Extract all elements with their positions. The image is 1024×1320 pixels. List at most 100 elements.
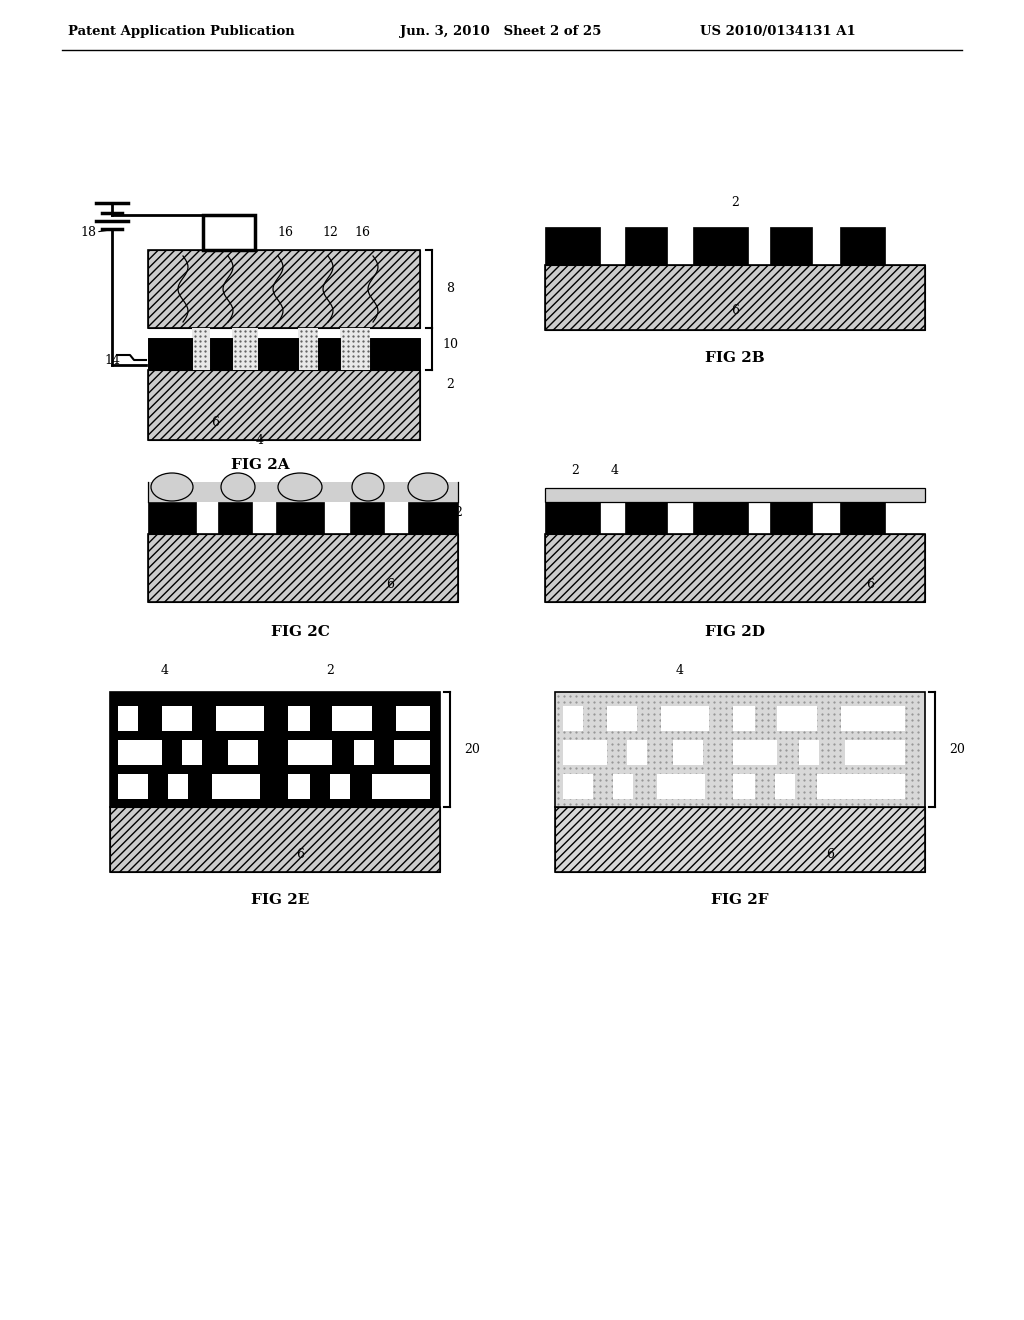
Bar [396, 706, 430, 731]
Bar [210, 338, 232, 370]
Bar [545, 227, 600, 265]
Ellipse shape [408, 473, 449, 502]
Text: 16: 16 [354, 226, 370, 239]
Bar [370, 338, 420, 370]
Text: 10: 10 [442, 338, 458, 351]
Bar [148, 338, 193, 370]
Bar [148, 535, 458, 602]
Bar [657, 774, 705, 799]
Bar [354, 741, 374, 766]
Bar [298, 327, 318, 370]
Bar [330, 774, 350, 799]
Bar [258, 338, 298, 370]
Bar [218, 502, 252, 535]
Bar [607, 706, 637, 731]
Bar [545, 535, 925, 602]
Bar [318, 338, 340, 370]
Text: 16: 16 [278, 226, 293, 239]
Bar [148, 249, 420, 327]
Bar [408, 502, 458, 535]
Text: FIG 2B: FIG 2B [706, 351, 765, 366]
Bar [110, 807, 440, 873]
Bar [733, 706, 755, 731]
Bar [545, 488, 925, 502]
Bar [545, 535, 925, 602]
Bar [555, 807, 925, 873]
Text: 12: 12 [323, 226, 338, 239]
Text: 6: 6 [296, 847, 304, 861]
Ellipse shape [221, 473, 255, 502]
Text: 4: 4 [256, 434, 264, 447]
Bar [258, 338, 298, 370]
Bar [118, 706, 138, 731]
Bar [232, 327, 258, 370]
Bar [110, 807, 440, 873]
Bar [613, 774, 633, 799]
Bar [228, 741, 258, 766]
Bar [212, 774, 260, 799]
Ellipse shape [278, 473, 322, 502]
Text: FIG 2E: FIG 2E [251, 894, 309, 907]
Bar [148, 370, 420, 440]
Bar [408, 482, 449, 502]
Text: 8: 8 [446, 282, 454, 296]
Bar [288, 741, 332, 766]
Text: 2: 2 [446, 379, 454, 392]
Bar [733, 741, 777, 766]
Text: 4: 4 [161, 664, 169, 676]
Bar [673, 741, 703, 766]
Bar [210, 338, 232, 370]
Text: US 2010/0134131 A1: US 2010/0134131 A1 [700, 25, 856, 38]
Text: Jun. 3, 2010   Sheet 2 of 25: Jun. 3, 2010 Sheet 2 of 25 [400, 25, 601, 38]
Bar [118, 774, 148, 799]
Bar [216, 706, 264, 731]
Bar [545, 265, 925, 330]
Bar [162, 706, 193, 731]
Bar [372, 774, 430, 799]
Bar [555, 807, 925, 873]
Bar [151, 482, 193, 502]
Text: FIG 2F: FIG 2F [712, 894, 769, 907]
Bar [350, 502, 384, 535]
Bar [799, 741, 819, 766]
Bar [352, 482, 384, 502]
Text: 6: 6 [386, 578, 394, 590]
Bar [203, 215, 255, 249]
Bar [288, 706, 310, 731]
Bar [278, 482, 322, 502]
Text: Patent Application Publication: Patent Application Publication [68, 25, 295, 38]
Text: 20: 20 [949, 743, 965, 756]
Text: FIG 2D: FIG 2D [705, 624, 765, 639]
Bar [777, 706, 817, 731]
Bar [625, 502, 667, 535]
Text: 6: 6 [731, 304, 739, 317]
Bar [288, 774, 310, 799]
Bar [148, 249, 420, 327]
Text: FIG 2C: FIG 2C [270, 624, 330, 639]
Bar [563, 774, 593, 799]
Ellipse shape [151, 473, 193, 502]
Text: 2: 2 [454, 506, 462, 519]
Text: 2: 2 [571, 463, 579, 477]
Bar [221, 482, 255, 502]
Ellipse shape [352, 473, 384, 502]
Text: 2: 2 [326, 664, 334, 676]
Bar [148, 482, 458, 502]
Bar [340, 327, 370, 370]
Bar [733, 774, 755, 799]
Bar [555, 692, 925, 807]
Text: 6: 6 [866, 578, 874, 590]
Bar [148, 502, 196, 535]
Text: 6: 6 [826, 847, 834, 861]
Bar [148, 535, 458, 602]
Bar [370, 338, 420, 370]
Bar [693, 227, 748, 265]
Bar [276, 502, 324, 535]
Text: 2: 2 [731, 195, 739, 209]
Bar [545, 502, 600, 535]
Text: 16: 16 [200, 226, 216, 239]
Bar [563, 706, 583, 731]
Bar [148, 338, 193, 370]
Bar [148, 370, 420, 440]
Bar [545, 265, 925, 330]
